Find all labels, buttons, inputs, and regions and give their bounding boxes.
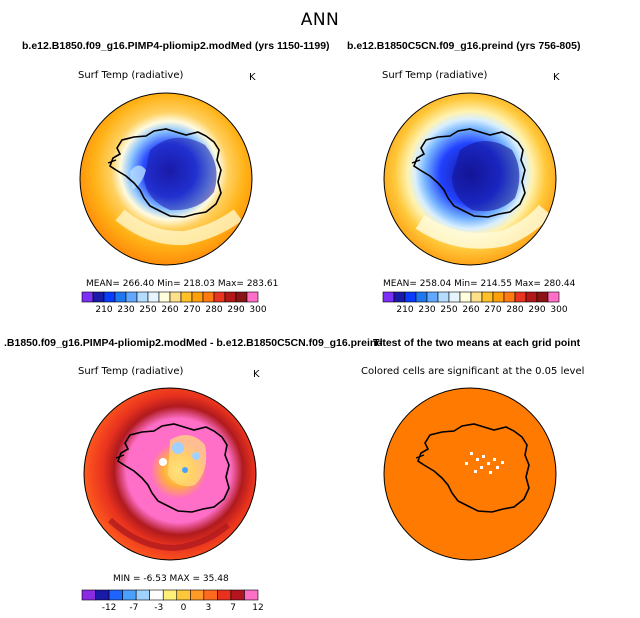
colorbar-swatch <box>224 291 237 303</box>
colorbar-swatch <box>217 589 232 601</box>
panel-3-variable: Surf Temp (radiative) <box>78 366 184 377</box>
colorbar-swatch <box>108 589 123 601</box>
colorbar-tick-label: 300 <box>550 305 568 315</box>
panel-4-title: T-test of the two means at each grid poi… <box>373 337 581 349</box>
colorbar-tick-label: 270 <box>484 305 502 315</box>
colorbar-tick-label: 260 <box>161 305 179 315</box>
colorbar-swatch <box>202 291 215 303</box>
colorbar-swatch <box>81 291 94 303</box>
panel-3-map <box>83 387 257 561</box>
colorbar-swatch <box>158 291 171 303</box>
colorbar-swatch <box>203 589 218 601</box>
panel-1-title: b.e12.B1850.f09_g16.PIMP4-pliomip2.modMe… <box>22 40 330 52</box>
colorbar-swatch <box>503 291 516 303</box>
colorbar-tick-label: 290 <box>528 305 546 315</box>
colorbar-swatch <box>81 589 96 601</box>
panel-1-map <box>79 92 253 266</box>
colorbar-swatch <box>415 291 428 303</box>
colorbar-tick-label: 250 <box>139 305 157 315</box>
colorbar-swatch <box>149 589 164 601</box>
panel-2-colorbar <box>382 291 560 303</box>
colorbar-swatch <box>169 291 182 303</box>
panel-2-title: b.e12.B1850C5CN.f09_g16.preind (yrs 756-… <box>347 40 581 52</box>
colorbar-swatch <box>448 291 461 303</box>
panel-2-variable: Surf Temp (radiative) <box>382 70 488 81</box>
colorbar-swatch <box>547 291 560 303</box>
colorbar-tick-label: 230 <box>418 305 436 315</box>
colorbar-tick-label: 210 <box>95 305 113 315</box>
colorbar-swatch <box>136 291 149 303</box>
colorbar-swatch <box>122 589 137 601</box>
colorbar-swatch <box>162 589 178 601</box>
colorbar-swatch <box>426 291 439 303</box>
colorbar-tick-label: 300 <box>249 305 267 315</box>
colorbar-swatch <box>147 291 160 303</box>
panel-1-stats: MEAN= 266.40 Min= 218.03 Max= 283.61 <box>86 279 279 289</box>
colorbar-tick-label: 210 <box>396 305 414 315</box>
colorbar-swatch <box>190 589 205 601</box>
colorbar-tick-label: 3 <box>205 603 212 613</box>
colorbar-tick-label: 250 <box>440 305 458 315</box>
colorbar-swatch <box>514 291 527 303</box>
colorbar-swatch <box>481 291 494 303</box>
colorbar-swatch <box>103 291 116 303</box>
colorbar-swatch <box>135 589 150 601</box>
colorbar-swatch <box>404 291 417 303</box>
colorbar-tick-label: 280 <box>205 305 223 315</box>
panel-2-units: K <box>553 72 560 83</box>
colorbar-swatch <box>92 291 105 303</box>
colorbar-swatch <box>235 291 248 303</box>
colorbar-tick-label: -3 <box>154 603 164 613</box>
colorbar-swatch <box>393 291 406 303</box>
colorbar-tick-label: 7 <box>230 603 237 613</box>
colorbar-swatch <box>536 291 549 303</box>
colorbar-tick-label: 270 <box>183 305 201 315</box>
panel-3-stats: MIN = -6.53 MAX = 35.48 <box>113 574 229 584</box>
colorbar-swatch <box>492 291 505 303</box>
colorbar-swatch <box>114 291 127 303</box>
colorbar-tick-label: -12 <box>101 603 117 613</box>
panel-1-units: K <box>249 72 256 83</box>
colorbar-swatch <box>525 291 538 303</box>
panel-1-colorbar <box>81 291 259 303</box>
colorbar-swatch <box>191 291 204 303</box>
panel-4-subtitle: Colored cells are significant at the 0.0… <box>361 366 585 377</box>
colorbar-swatch <box>382 291 395 303</box>
colorbar-tick-label: 280 <box>506 305 524 315</box>
colorbar-swatch <box>180 291 193 303</box>
colorbar-swatch <box>230 589 245 601</box>
panel-4-map <box>383 387 557 561</box>
colorbar-swatch <box>244 589 259 601</box>
colorbar-swatch <box>176 589 191 601</box>
colorbar-tick-label: 260 <box>462 305 480 315</box>
panel-3-colorbar <box>81 589 259 601</box>
colorbar-swatch <box>213 291 226 303</box>
panel-2-stats: MEAN= 258.04 Min= 214.55 Max= 280.44 <box>383 279 576 289</box>
panel-3-units: K <box>253 369 260 380</box>
colorbar-swatch <box>125 291 138 303</box>
colorbar-swatch <box>459 291 472 303</box>
colorbar-tick-label: 0 <box>180 603 187 613</box>
panel-3-title: .B1850.f09_g16.PIMP4-pliomip2.modMed - b… <box>4 337 383 349</box>
colorbar-swatch <box>470 291 483 303</box>
panel-1-variable: Surf Temp (radiative) <box>78 70 184 81</box>
colorbar-swatch <box>246 291 259 303</box>
colorbar-swatch <box>437 291 450 303</box>
colorbar-swatch <box>95 589 110 601</box>
colorbar-tick-label: 230 <box>117 305 135 315</box>
panel-2-map <box>383 92 557 266</box>
figure-title: ANN <box>300 10 340 30</box>
colorbar-tick-label: 290 <box>227 305 245 315</box>
colorbar-tick-label: -7 <box>129 603 139 613</box>
colorbar-tick-label: 12 <box>252 603 264 613</box>
